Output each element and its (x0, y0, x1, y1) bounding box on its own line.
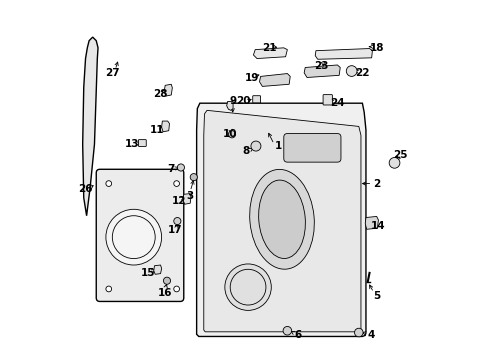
Polygon shape (183, 194, 190, 204)
Text: 25: 25 (392, 150, 407, 160)
FancyBboxPatch shape (138, 140, 146, 147)
Text: 13: 13 (124, 139, 139, 149)
Circle shape (354, 328, 363, 337)
Text: 8: 8 (242, 147, 249, 157)
Circle shape (163, 277, 170, 284)
Circle shape (173, 217, 181, 225)
Text: 22: 22 (354, 68, 369, 78)
Text: 5: 5 (372, 291, 380, 301)
Polygon shape (304, 65, 340, 77)
Polygon shape (162, 121, 169, 132)
Text: 6: 6 (294, 330, 301, 341)
Text: 2: 2 (372, 179, 380, 189)
FancyBboxPatch shape (283, 134, 340, 162)
Text: 24: 24 (329, 98, 344, 108)
Circle shape (346, 66, 356, 76)
Text: 4: 4 (367, 330, 374, 341)
Text: 3: 3 (186, 191, 193, 201)
Polygon shape (253, 48, 287, 59)
Text: 23: 23 (313, 61, 328, 71)
Circle shape (173, 286, 179, 292)
Circle shape (106, 209, 162, 265)
Text: 16: 16 (158, 288, 172, 297)
Text: 12: 12 (172, 197, 186, 206)
Polygon shape (365, 216, 378, 229)
Text: 1: 1 (274, 141, 282, 151)
Circle shape (283, 327, 291, 335)
Text: 20: 20 (236, 96, 250, 107)
Circle shape (106, 286, 111, 292)
Circle shape (250, 141, 261, 151)
Text: 15: 15 (141, 268, 155, 278)
Text: 10: 10 (223, 129, 237, 139)
Text: 9: 9 (229, 96, 236, 107)
Circle shape (106, 181, 111, 186)
Polygon shape (153, 265, 162, 274)
Text: 7: 7 (167, 164, 175, 174)
Circle shape (177, 164, 184, 171)
Text: 26: 26 (78, 184, 93, 194)
Polygon shape (164, 84, 172, 96)
Circle shape (107, 210, 160, 264)
FancyBboxPatch shape (96, 169, 183, 301)
Polygon shape (203, 111, 360, 332)
Text: 19: 19 (244, 73, 258, 83)
FancyBboxPatch shape (323, 95, 332, 105)
Polygon shape (102, 175, 180, 298)
Polygon shape (315, 49, 372, 59)
Circle shape (224, 264, 271, 310)
Polygon shape (196, 103, 365, 337)
Text: 11: 11 (149, 125, 164, 135)
Circle shape (190, 174, 197, 181)
Circle shape (173, 181, 179, 186)
FancyBboxPatch shape (252, 96, 260, 103)
Ellipse shape (258, 180, 305, 258)
Ellipse shape (249, 170, 314, 269)
Text: 28: 28 (153, 89, 167, 99)
Circle shape (228, 131, 235, 138)
Text: 14: 14 (370, 221, 385, 231)
Circle shape (388, 157, 399, 168)
Polygon shape (259, 73, 290, 86)
Text: 17: 17 (167, 225, 182, 235)
Text: 21: 21 (262, 43, 276, 53)
Polygon shape (82, 37, 98, 216)
Text: 18: 18 (368, 43, 383, 53)
Text: 27: 27 (105, 68, 120, 78)
Polygon shape (226, 102, 233, 111)
